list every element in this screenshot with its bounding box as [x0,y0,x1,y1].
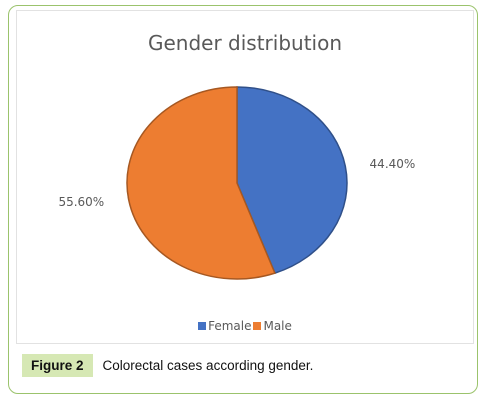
chart-title: Gender distribution [147,31,343,55]
chart-area: Gender distribution Female Male 44.40% 55.… [16,10,474,344]
figure-label: Figure 2 [22,353,93,377]
legend-entry-female: Female [198,319,251,333]
legend-entry-male: Male [253,319,292,333]
data-label-male: 55.60% [58,194,105,209]
data-label-female: 44.40% [369,157,416,172]
caption-text: Colorectal cases according gender. [102,357,314,373]
figure-caption: Figure 2 Colorectal cases according gend… [22,352,313,378]
legend-label-female: Female [208,319,252,333]
legend-swatch-female [198,322,207,330]
chart-legend: Female Male [17,319,473,333]
legend-label-male: Male [263,319,292,333]
pie-slice-female [236,86,348,275]
legend-swatch-male [253,322,262,330]
pie-slice-male [126,86,276,280]
pie-chart [126,86,348,280]
